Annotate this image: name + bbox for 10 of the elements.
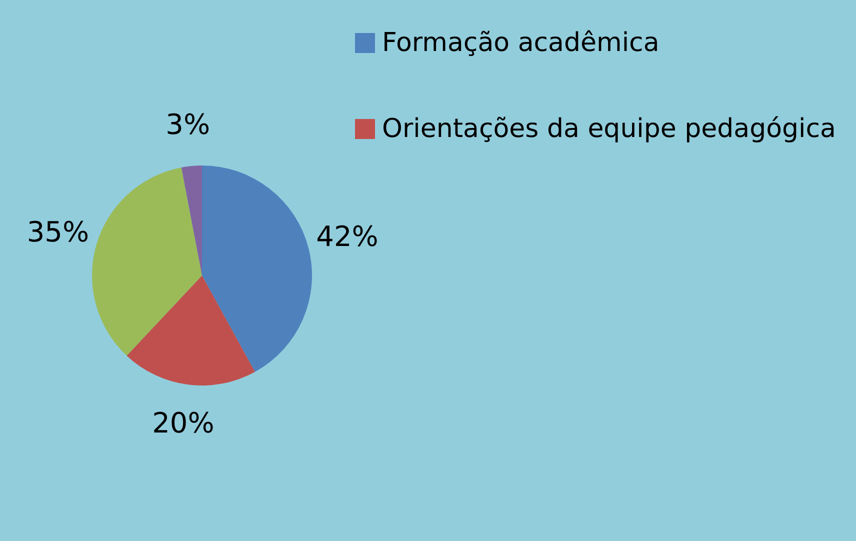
data-label: 3% (166, 108, 210, 142)
data-label: 42% (316, 220, 378, 254)
pie-slice (202, 166, 312, 372)
legend-label: Orientações da equipe pedagógica (382, 114, 836, 144)
pie-slice (92, 167, 202, 356)
legend-label: Formação acadêmica (382, 28, 660, 58)
pie-slice (181, 166, 202, 276)
data-label: 20% (152, 406, 214, 440)
pie-slice (126, 276, 255, 386)
data-label: 35% (26, 216, 90, 249)
